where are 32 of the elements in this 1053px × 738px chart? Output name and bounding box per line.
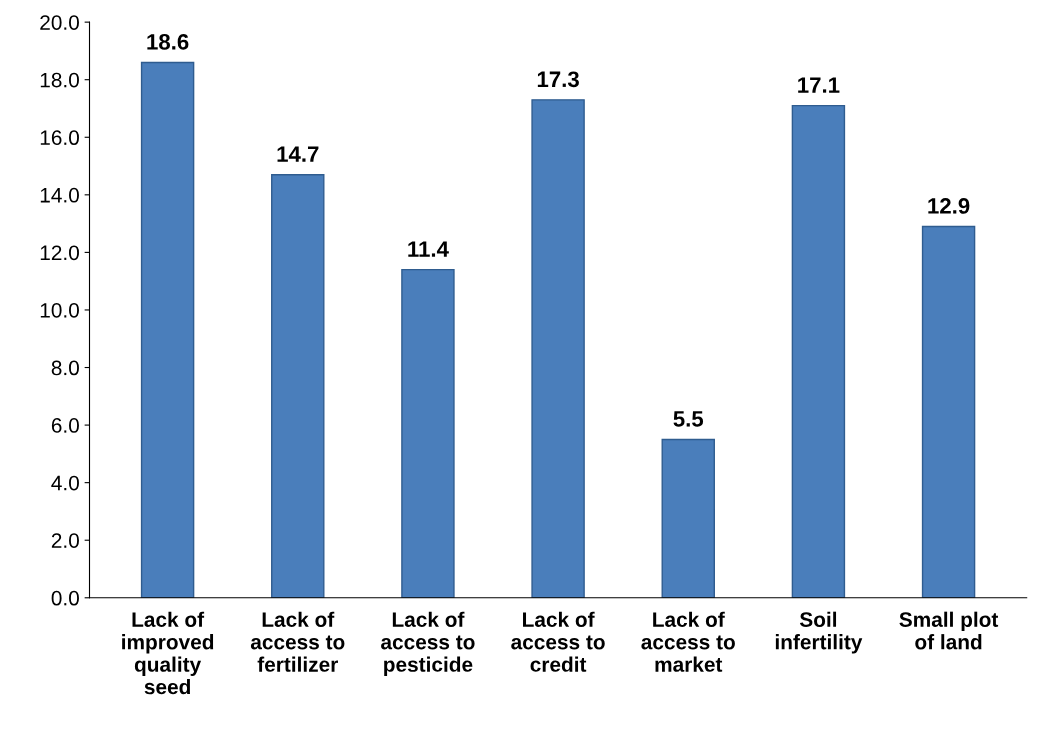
y-tick-label: 10.0 [40,302,79,318]
data-label: 5.5 [673,411,704,427]
data-label: 14.7 [277,146,319,162]
y-tick-label: 4.0 [51,475,79,491]
bar [401,268,455,598]
data-label: 17.3 [537,71,579,88]
bar [921,225,976,598]
y-tick-label: 2.0 [51,533,79,548]
x-tick-label: Lack of access to credit [511,611,605,672]
bar [531,99,585,598]
bar [271,173,325,598]
x-tick-label: Lack of access to pesticide [381,611,475,676]
y-tick-label: 12.0 [40,245,79,261]
y-tick-label: 6.0 [51,418,79,433]
bar [140,61,195,598]
y-tick-label: 20.0 [40,15,79,30]
y-tick-label: 8.0 [51,360,79,376]
bar [661,438,715,598]
x-tick-label: Lack of access to market [641,611,735,672]
x-tick-label: Lack of access to fertilizer [250,611,345,672]
y-tick-label: 0.0 [51,590,79,606]
x-tick-label: Small plot of land [899,611,999,650]
data-label: 11.4 [408,241,449,257]
bar [791,104,846,598]
y-tick-label: 18.0 [40,72,79,88]
x-tick-label: Lack of improved quality seed [122,611,214,695]
y-tick-label: 16.0 [40,130,79,146]
data-label: 18.6 [147,33,189,50]
y-tick-label: 14.0 [40,187,79,203]
data-label: 17.1 [798,77,840,93]
x-tick-label: Soil infertility [775,611,863,654]
data-label: 12.9 [928,198,970,214]
